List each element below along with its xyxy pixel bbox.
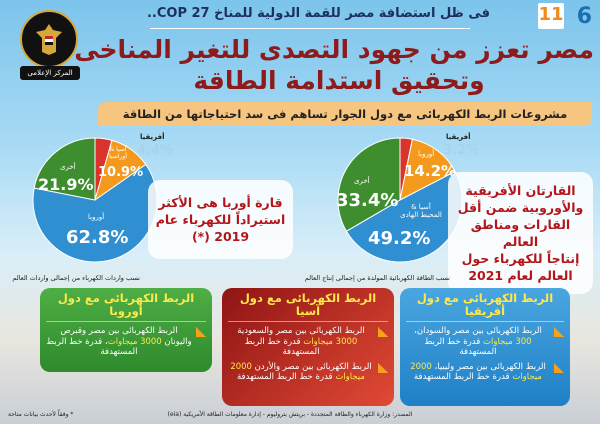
flag-icon — [378, 362, 388, 373]
footnote: * وفقاً لأحدث بيانات متاحة — [8, 411, 74, 418]
date-badge: 11 — [538, 3, 564, 29]
callout-line: قارة أوربا هى الأكثر — [158, 195, 283, 210]
pie-slice-europe — [399, 138, 456, 201]
pie-value-europe: 62.8% — [66, 227, 129, 248]
flag-icon — [554, 362, 564, 373]
card-item: الربط الكهربائى بين مصر والسودان، 300 مي… — [406, 326, 564, 358]
card-title: الربط الكهربائى مع دول آسيا — [228, 292, 388, 322]
pie-value-africa: 3.2% — [443, 143, 480, 158]
pie-label-other: أخرى — [354, 177, 370, 185]
chart-caption: نسب الطاقة الكهربائية المولدة من إجمالى … — [304, 274, 450, 282]
pie-label-other: أخرى — [60, 163, 76, 171]
page-title: مصر تعزز من جهود التصدى للتغير المناخى وت… — [74, 34, 594, 96]
pie-value-other: 21.9% — [38, 175, 94, 194]
pie-slice-other — [33, 137, 96, 201]
callout-line: إنتاجاً للكهرباء حول — [461, 251, 580, 266]
title-line: وتحقيق استدامة الطاقة — [193, 66, 485, 95]
pie-value-other: 33.4% — [336, 190, 399, 211]
pie-label-asia: آسيا & المحيط الهادى — [400, 203, 442, 219]
pie-label-africa: أفريقيا — [446, 133, 471, 141]
card-title: الربط الكهربائى مع دول أفريقيا — [406, 292, 564, 322]
callout-line: القارتان الأفريقية — [465, 183, 576, 198]
logo — [20, 10, 78, 68]
title-line: مصر تعزز من جهود التصدى للتغير المناخى — [74, 35, 594, 64]
pie-value-europe: 14.2% — [404, 162, 457, 180]
pie-value-asia-eurasia: 10.9% — [98, 165, 144, 180]
page-number: 6 — [576, 4, 592, 29]
kicker: فى ظل استضافة مصر للقمة الدولية للمناخ C… — [146, 6, 490, 21]
flag-icon — [196, 327, 206, 337]
flag-icon — [378, 327, 388, 337]
logo-label: المركز الإعلامى — [20, 66, 80, 80]
card-europe: الربط الكهربائى مع دول أوروبا الربط الكه… — [40, 288, 212, 372]
card-africa: الربط الكهربائى مع دول أفريقيا الربط الك… — [400, 288, 570, 406]
pie-chart-production — [337, 137, 463, 263]
callout-line: القارات ومناطق العالم — [470, 217, 571, 249]
chart-caption: نسب واردات الكهرباء من إجمالى واردات الع… — [12, 274, 140, 282]
card-item: الربط الكهربائى بين مصر وقبرص واليونان 3… — [46, 326, 206, 358]
pie-label-europe: أوروبا — [88, 213, 105, 221]
pie-slice-other — [337, 137, 401, 232]
flag-icon — [554, 327, 564, 337]
section-banner: مشروعات الربط الكهربائى مع دول الجوار تس… — [98, 102, 592, 126]
pie-value-africa: 4.4% — [137, 143, 174, 158]
card-item: الربط الكهربائى بين مصر وليبيا، 2000 ميج… — [406, 362, 564, 383]
callout-production: القارتان الأفريقية والأوروبية ضمن أقل القا… — [448, 172, 593, 294]
pie-label-africa: أفريقيا — [140, 133, 165, 141]
card-asia: الربط الكهربائى مع دول آسيا الربط الكهرب… — [222, 288, 394, 406]
callout-line: العالم لعام 2021 — [468, 268, 573, 283]
pie-chart-imports — [32, 137, 158, 263]
divider — [150, 28, 470, 29]
card-item: الربط الكهربائى بين مصر والسعودية 3000 م… — [228, 326, 388, 358]
pie-label-asia-eurasia: آسيا & أوراسيا — [109, 146, 127, 160]
callout-line: استيراداً للكهرباء عام — [155, 212, 286, 227]
card-title: الربط الكهربائى مع دول أوروبا — [46, 292, 206, 322]
pie-label-europe: أوروبا — [418, 150, 435, 158]
callout-imports: قارة أوربا هى الأكثر استيراداً للكهرباء ع… — [148, 180, 293, 259]
card-item: الربط الكهربائى بين مصر والأردن 2000 ميج… — [228, 362, 388, 383]
pie-value-asia: 49.2% — [368, 228, 431, 249]
callout-line: 2019 (*) — [191, 229, 250, 244]
source-note: المصدر: وزارة الكهرباء والطاقة المتجددة … — [167, 411, 413, 418]
callout-line: والأوروبية ضمن أقل — [457, 200, 584, 215]
eagle-emblem-icon — [36, 24, 62, 55]
